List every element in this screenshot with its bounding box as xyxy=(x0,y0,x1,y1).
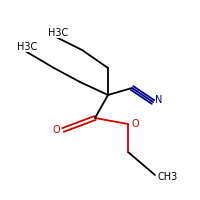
Text: CH3: CH3 xyxy=(158,172,178,182)
Text: H3C: H3C xyxy=(17,42,37,52)
Text: O: O xyxy=(131,119,139,129)
Text: H3C: H3C xyxy=(48,28,68,38)
Text: O: O xyxy=(52,125,60,135)
Text: N: N xyxy=(155,95,162,105)
